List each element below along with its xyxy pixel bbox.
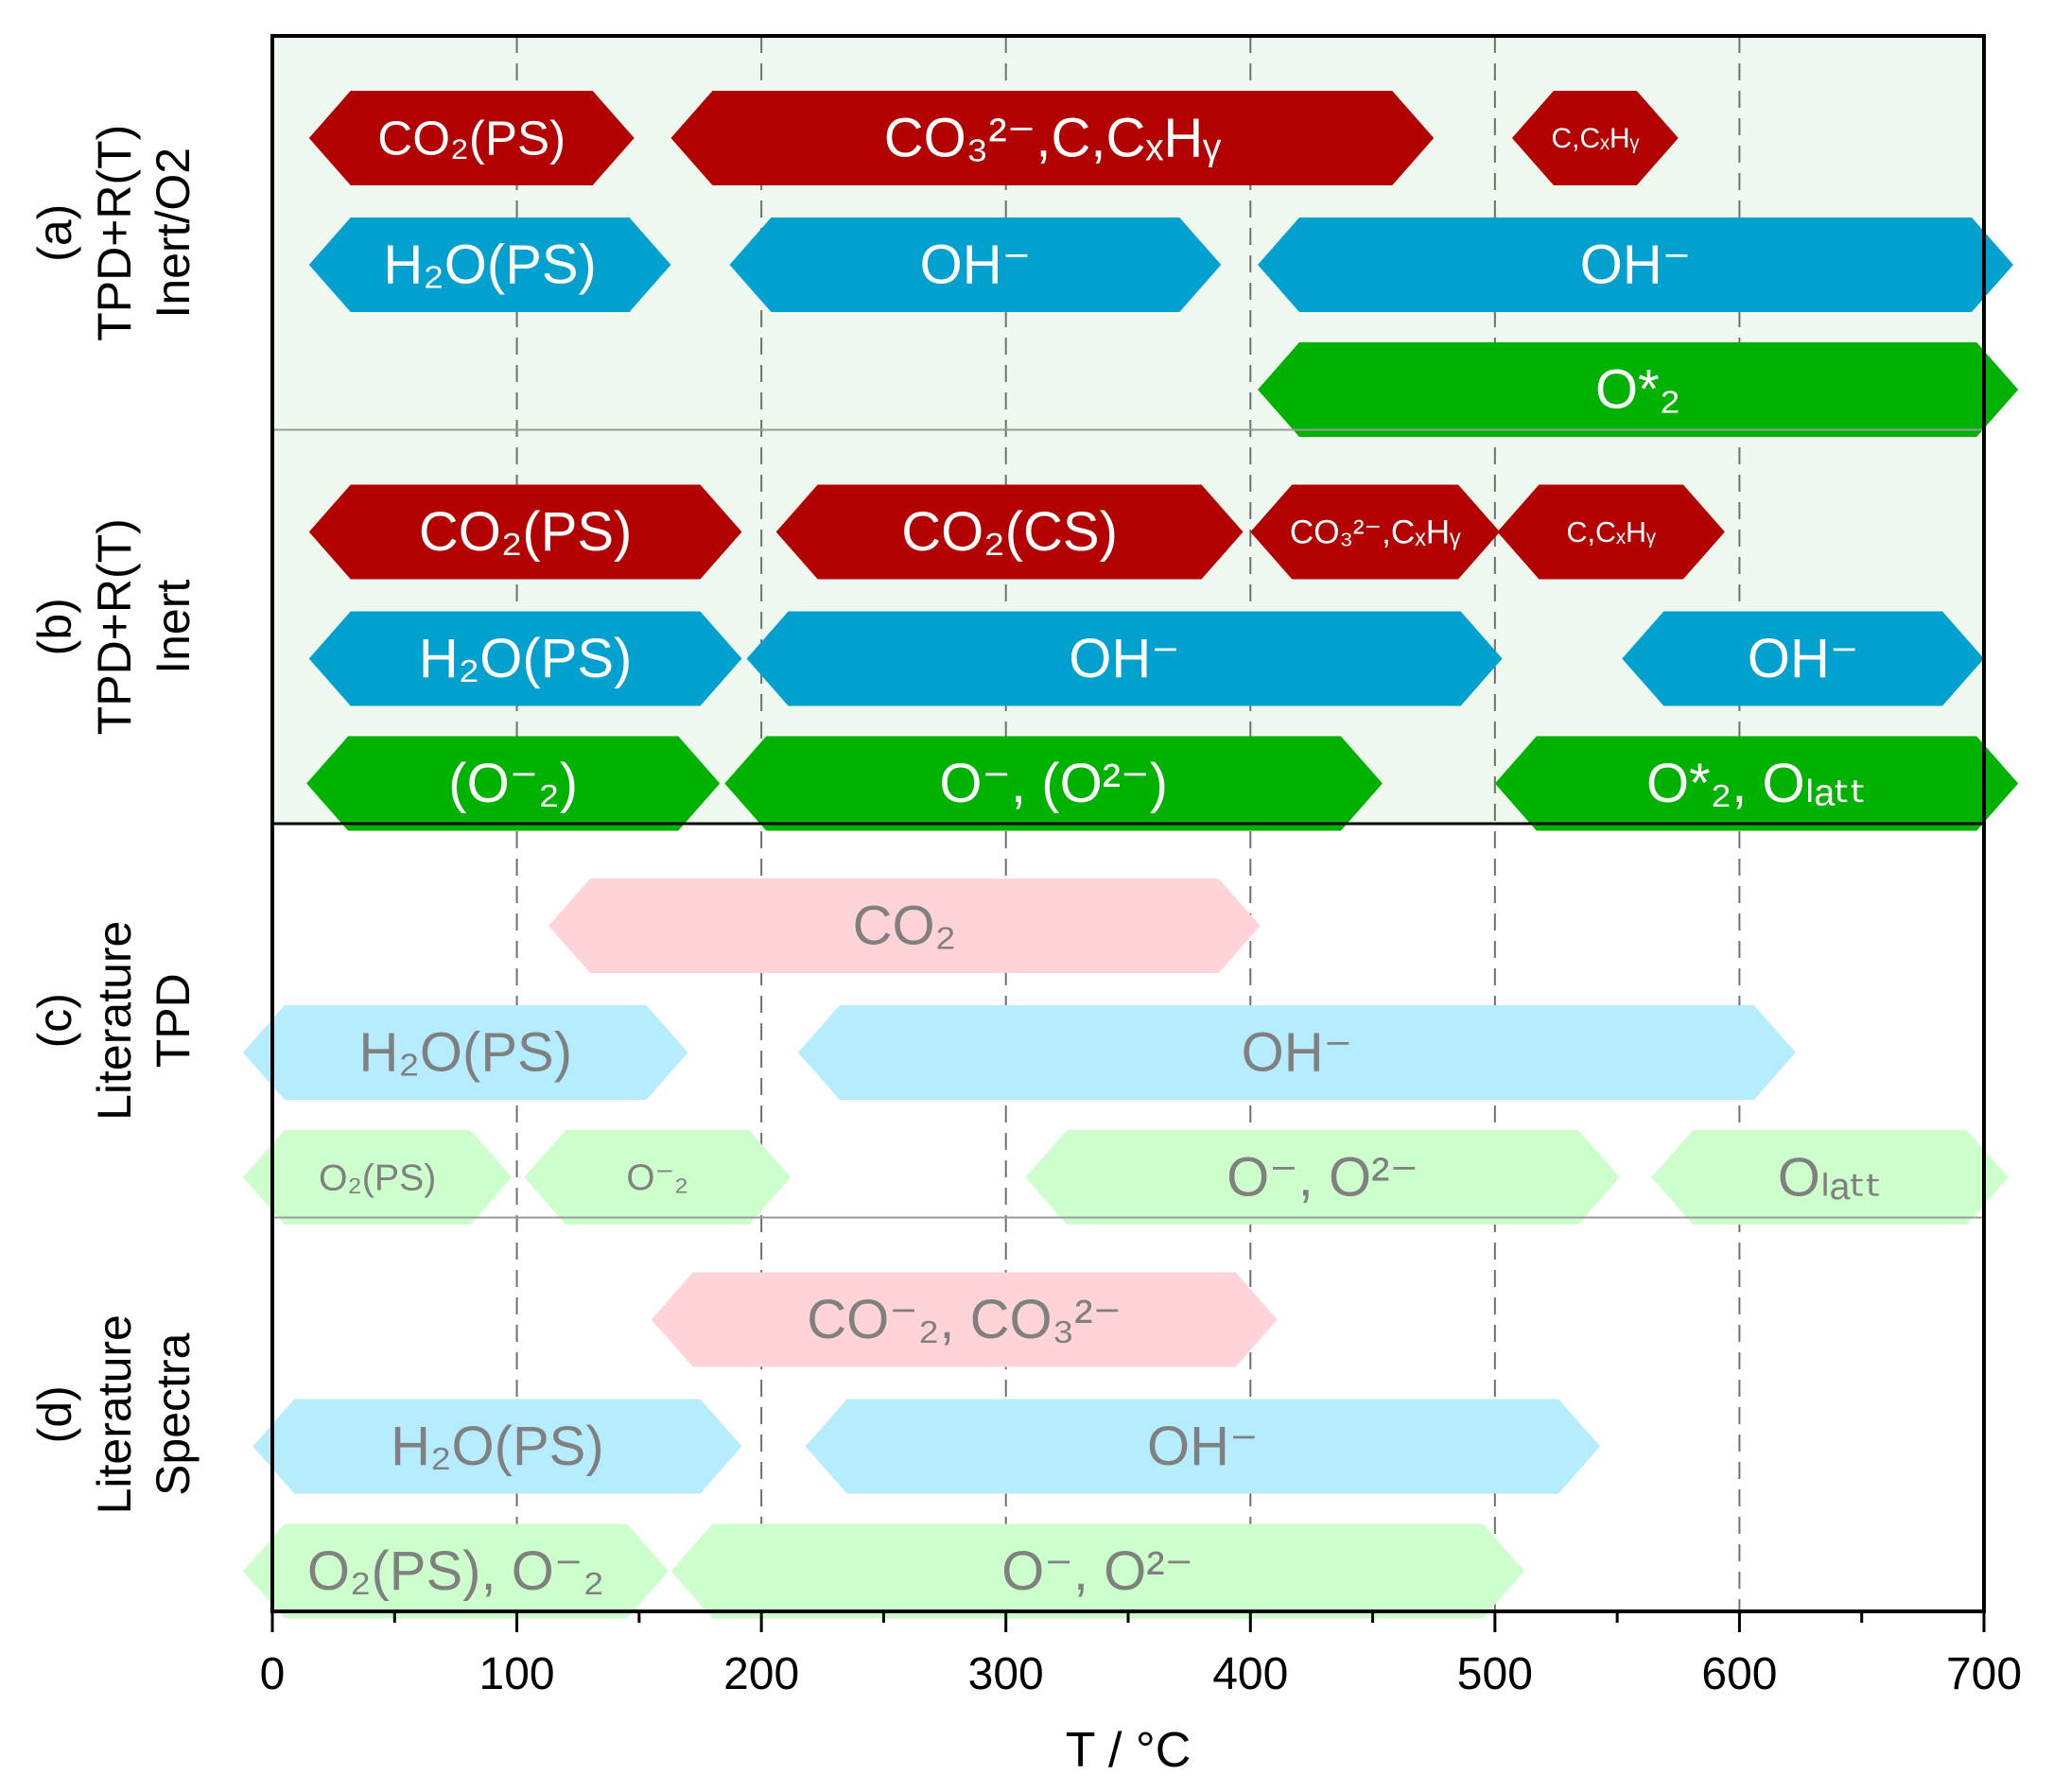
bar-c-2-2 [1025,1130,1620,1225]
bar-b-2-1 [724,736,1383,831]
bar-d-1-1 [805,1399,1601,1494]
bar-a-0-0 [308,91,635,185]
x-tick-label: 0 [260,1649,286,1699]
x-tick-label: 100 [479,1649,555,1699]
panel-d-bars: CO⁻₂, CO₃²⁻ H₂O(PS) OH⁻ O₂(PS), O⁻₂ O⁻, O²⁻ [242,1272,1601,1619]
bar-b-2-0 [306,736,721,831]
panel-separators [272,428,1984,1219]
x-tick-label: 500 [1457,1649,1533,1699]
x-axis-title: T / °C [1066,1723,1192,1778]
x-tick-label: 400 [1212,1649,1288,1699]
bar-b-0-0 [308,484,742,580]
x-tick-label: 300 [968,1649,1044,1699]
bar-b-1-2 [1622,611,1984,706]
bar-d-2-1 [670,1523,1524,1619]
bar-label: OH⁻ [1748,628,1859,689]
panel-b-label-line: (b) [28,598,81,655]
bar-c-1-1 [797,1005,1796,1100]
bar-label: O₂(PS), O⁻₂ [307,1540,604,1602]
bar-c-0-0 [548,879,1261,973]
bar-label: O⁻, (O²⁻) [939,753,1168,814]
bar-label: H₂O(PS) [359,1022,573,1084]
bar-label: CO₃²⁻,CₓHᵧ [1290,513,1461,550]
bar-label: OH⁻ [1069,628,1180,689]
bar-b-2-2 [1494,736,2019,831]
bar-d-0-0 [651,1272,1278,1367]
panel-a-label-line: (a) [28,204,81,262]
bar-b-0-3 [1497,484,1725,580]
x-tick-label: 200 [723,1649,799,1699]
bar-c-2-0 [242,1130,513,1225]
panel-d-label-line: (d) [28,1385,81,1443]
panel-a-bars: CO₂(PS) CO₃²⁻,C,CₓHᵧ C,CₓHᵧ H₂O(PS) OH⁻ OH⁻ O*… [308,91,2019,437]
bar-b-1-0 [308,611,742,706]
panel-d-label-line: Spectra [147,1332,200,1496]
bar-label: CO₂(PS) [419,501,633,563]
bar-label: OH⁻ [1147,1416,1259,1477]
bar-c-1-0 [242,1005,688,1100]
bar-a-0-1 [670,91,1435,185]
bar-a-0-2 [1511,91,1679,185]
bar-b-0-2 [1250,484,1501,580]
panel-d-label-line: Literature [88,1314,141,1514]
panel-b-bars: CO₂(PS) CO₂(CS) CO₃²⁻,CₓHᵧ C,CₓHᵧ H₂O(PS) OH⁻… [306,484,2019,831]
bar-label: O⁻₂ [626,1157,688,1198]
panel-a-label-line: TPD+R(T) [88,125,141,341]
bar-label: C,CₓHᵧ [1551,123,1639,154]
bar-d-1-0 [252,1399,742,1494]
x-tick-label: 700 [1946,1649,2022,1699]
bar-label: CO₂(CS) [901,501,1118,563]
bar-label: Oₗₐₜₜ [1778,1148,1882,1209]
bar-label: H₂O(PS) [391,1416,604,1477]
bar-a-1-0 [308,217,671,312]
bar-a-1-1 [729,217,1222,312]
bar-c-2-3 [1651,1130,2009,1225]
bar-label: H₂O(PS) [383,235,597,296]
bar-d-2-0 [242,1523,669,1619]
panel-b-label-line: Inert [147,580,200,674]
bar-c-2-1 [524,1130,792,1225]
panel-c-label-line: TPD [147,973,200,1068]
bar-label: O*₂, Oₗₐₜₜ [1646,753,1867,814]
bar-label: CO₂(PS) [377,111,565,165]
x-axis-ticks: 0 100 200 300 400 500 600 700 [260,1611,2022,1699]
panel-c-bars: CO₂ H₂O(PS) OH⁻ O₂(PS) O⁻₂ O⁻, O²⁻ Oₗₐₜₜ [242,879,2009,1225]
bar-label: OH⁻ [920,235,1032,296]
bar-label: O⁻, O²⁻ [1001,1540,1193,1602]
panel-b-label-line: TPD+R(T) [88,518,141,735]
bar-label: O⁻, O²⁻ [1227,1147,1418,1209]
bar-a-1-2 [1258,217,2014,312]
x-tick-label: 600 [1701,1649,1777,1699]
bar-label: CO₃²⁻,C,CₓHᵧ [884,108,1222,169]
panel-c-label-line: Literature [88,921,141,1121]
bar-label: (O⁻₂) [448,753,578,814]
bar-a-2-0 [1258,342,2019,437]
bar-label: OH⁻ [1242,1022,1353,1084]
bar-b-0-1 [775,484,1244,580]
bar-label: O*₂ [1595,359,1680,421]
panel-a-label-line: Inert/O2 [147,148,200,319]
bar-label: CO₂ [853,896,957,957]
bars-layer: CO₂(PS) CO₃²⁻,C,CₓHᵧ C,CₓHᵧ H₂O(PS) OH⁻ OH⁻ O*… [242,91,2019,1619]
bar-label: OH⁻ [1580,235,1692,296]
bar-label: H₂O(PS) [419,628,633,689]
bar-label: O₂(PS) [319,1157,436,1198]
bar-label: C,CₓHᵧ [1567,516,1658,548]
panel-labels: (a) TPD+R(T) Inert/O2(b) TPD+R(T) Inert(c) Li… [28,125,200,1515]
bar-label: CO⁻₂, CO₃²⁻ [807,1289,1122,1350]
bar-b-1-1 [746,611,1503,706]
panel-c-label-line: (c) [28,993,81,1048]
